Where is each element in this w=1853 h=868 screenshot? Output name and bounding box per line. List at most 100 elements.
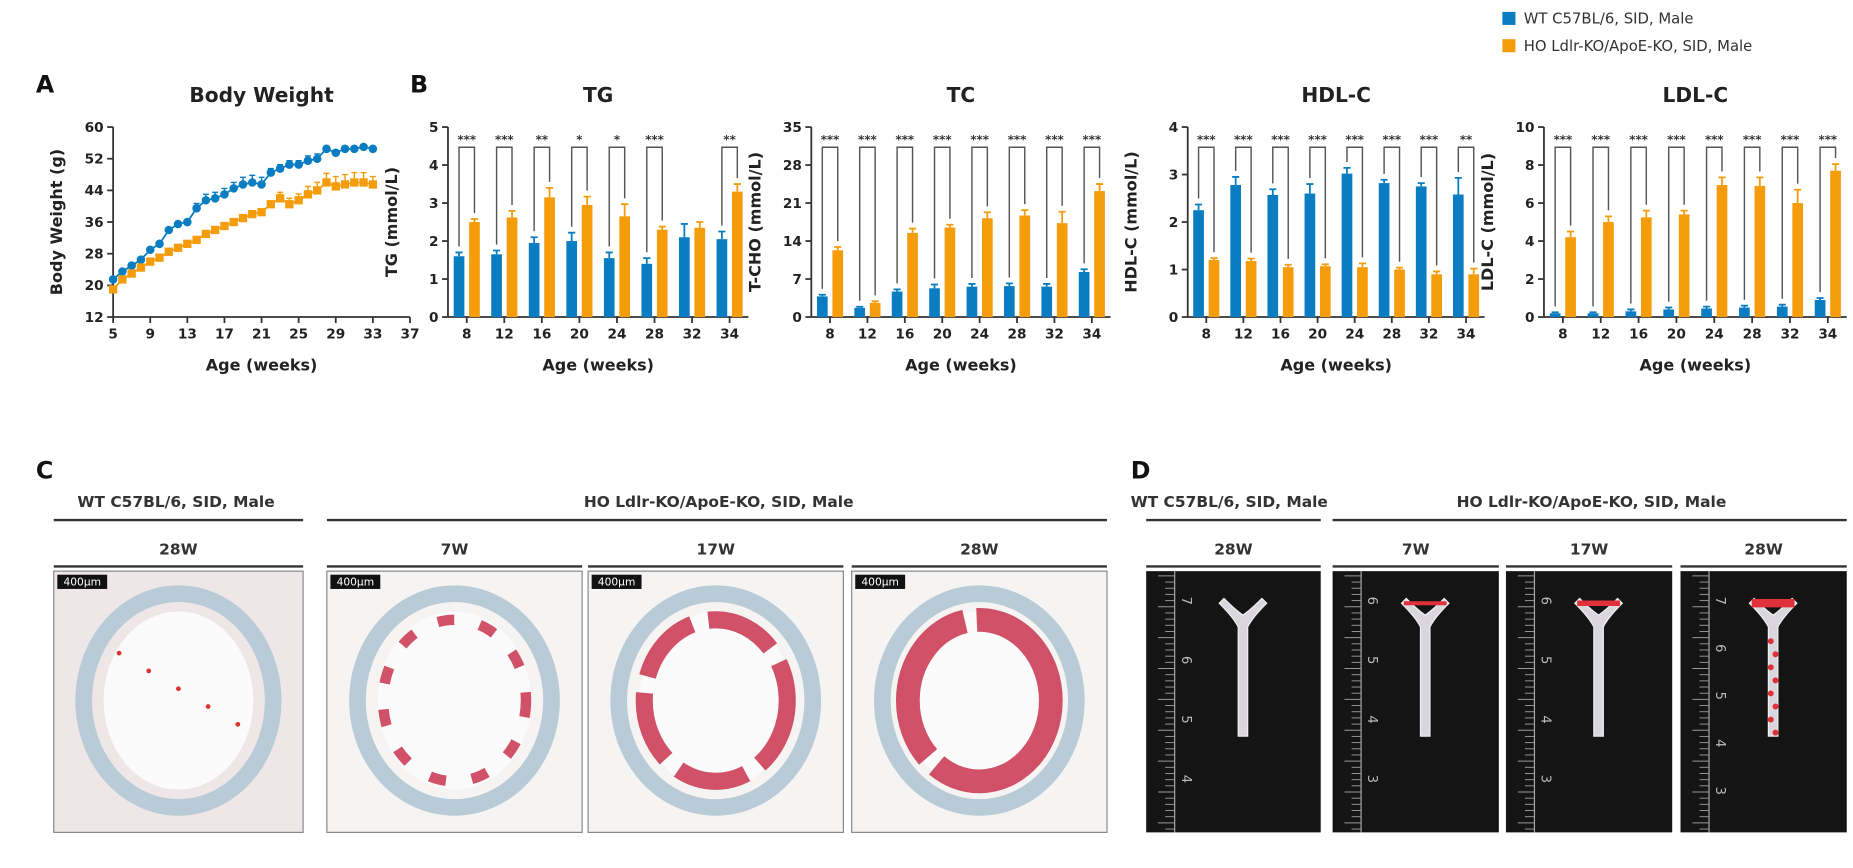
data-point (108, 275, 118, 284)
significance-bracket (458, 146, 476, 247)
error-bar (1665, 306, 1673, 310)
series-line (112, 181, 374, 290)
significance-label: *** (1308, 133, 1327, 147)
significance-bracket (1630, 146, 1648, 304)
scale-bar-label: 400μm (337, 575, 375, 588)
y-tick-label: 5 (429, 120, 439, 136)
error-bar (1680, 209, 1688, 215)
x-tick-label: 20 (570, 326, 589, 342)
x-tick-label: 34 (1082, 326, 1101, 342)
data-point (211, 225, 220, 235)
x-tick-label: 8 (825, 326, 835, 342)
significance-bracket (495, 146, 513, 245)
bar-wt (1267, 194, 1279, 318)
x-axis-label: Age (weeks) (206, 355, 318, 374)
significance-label: *** (858, 133, 877, 147)
error-bar (1740, 304, 1748, 308)
x-axis-label: Age (weeks) (542, 355, 654, 374)
lumen (103, 611, 254, 790)
bar-ho (832, 250, 844, 318)
data-point (340, 180, 350, 189)
data-point (247, 178, 257, 187)
y-tick-label: 10 (1515, 120, 1534, 136)
data-point (201, 196, 211, 205)
error-bar (1321, 263, 1329, 267)
x-tick-label: 34 (720, 326, 739, 342)
data-point (331, 182, 340, 191)
x-tick-label: 21 (252, 326, 271, 342)
y-tick-label: 44 (85, 183, 104, 199)
ruler-label: 5 (1178, 715, 1193, 723)
x-tick-label: 32 (1780, 326, 1799, 342)
chart-title: TC (947, 83, 976, 107)
scale-bar (57, 574, 108, 589)
y-tick-label: 6 (1525, 196, 1535, 212)
y-tick-label: 35 (783, 120, 802, 136)
scale-bar-label: 400μm (598, 575, 636, 588)
significance-bracket (1592, 146, 1610, 307)
significance-label: *** (1234, 133, 1253, 147)
lipid-spot (1772, 677, 1779, 684)
bar-wt (566, 241, 578, 318)
age-label: 7W (1402, 541, 1430, 559)
x-tick-label: 12 (495, 326, 514, 342)
y-tick-label: 12 (85, 310, 104, 326)
error-bar (1589, 311, 1597, 314)
error-bar (1005, 282, 1013, 287)
error-bar (568, 231, 576, 242)
significance-label: * (614, 133, 620, 147)
data-point (294, 196, 303, 205)
bar-wt (603, 258, 615, 318)
lipid-spot (116, 650, 122, 656)
bar-ho (1019, 215, 1031, 318)
error-bar (1247, 257, 1255, 261)
x-tick-label: 33 (363, 326, 382, 342)
ruler-label: 3 (1364, 775, 1379, 783)
bar-wt (1304, 193, 1316, 318)
lipid-spot (1767, 716, 1774, 723)
significance-bracket (1008, 146, 1026, 278)
bar-ho (869, 302, 881, 318)
x-tick-label: 32 (1045, 326, 1064, 342)
error-bar (1096, 183, 1104, 192)
chart-title: HDL-C (1301, 83, 1371, 107)
significance-bracket (646, 146, 663, 253)
data-point (173, 219, 183, 229)
significance-bracket (858, 146, 876, 301)
ruler-label: 7 (1712, 597, 1727, 605)
x-tick-label: 16 (532, 326, 551, 342)
significance-label: *** (1667, 133, 1686, 147)
data-point (183, 239, 192, 248)
y-axis-label: LDL-C (mmol/L) (1478, 153, 1497, 291)
data-point (275, 164, 285, 173)
y-tick-label: 2 (1525, 272, 1535, 288)
error-bar (1567, 230, 1575, 238)
y-tick-label: 2 (429, 234, 439, 250)
error-bar (1058, 210, 1066, 224)
plaque-lesion (895, 607, 1063, 794)
significance-bracket (821, 146, 839, 289)
error-bar (1080, 268, 1088, 272)
data-point (331, 148, 341, 158)
bar-wt (966, 286, 978, 318)
legend-label-wt: WT C57BL/6, SID, Male (1524, 11, 1694, 28)
aorta-photo-2: 17W 6 5 4 3 (1505, 541, 1673, 833)
ruler-label: 6 (1178, 656, 1193, 664)
error-bar (1284, 263, 1292, 268)
aorta-photo-0: 28W 7 6 5 4 (1146, 541, 1321, 833)
panel-d-group-wt: WT C57BL/6, SID, Male (1131, 493, 1328, 511)
lumen (639, 611, 793, 790)
error-bar (1718, 176, 1726, 185)
lipid-spot (176, 686, 181, 692)
y-tick-label: 28 (783, 158, 802, 174)
lipid-spot (1767, 664, 1774, 671)
y-axis-label: T-CHO (mmol/L) (745, 152, 764, 292)
error-bar (871, 300, 879, 303)
x-tick-label: 12 (1234, 326, 1253, 342)
data-point (238, 213, 248, 223)
data-point (275, 194, 285, 203)
data-point (368, 180, 378, 189)
data-point (266, 168, 276, 177)
error-bar (1380, 178, 1388, 184)
